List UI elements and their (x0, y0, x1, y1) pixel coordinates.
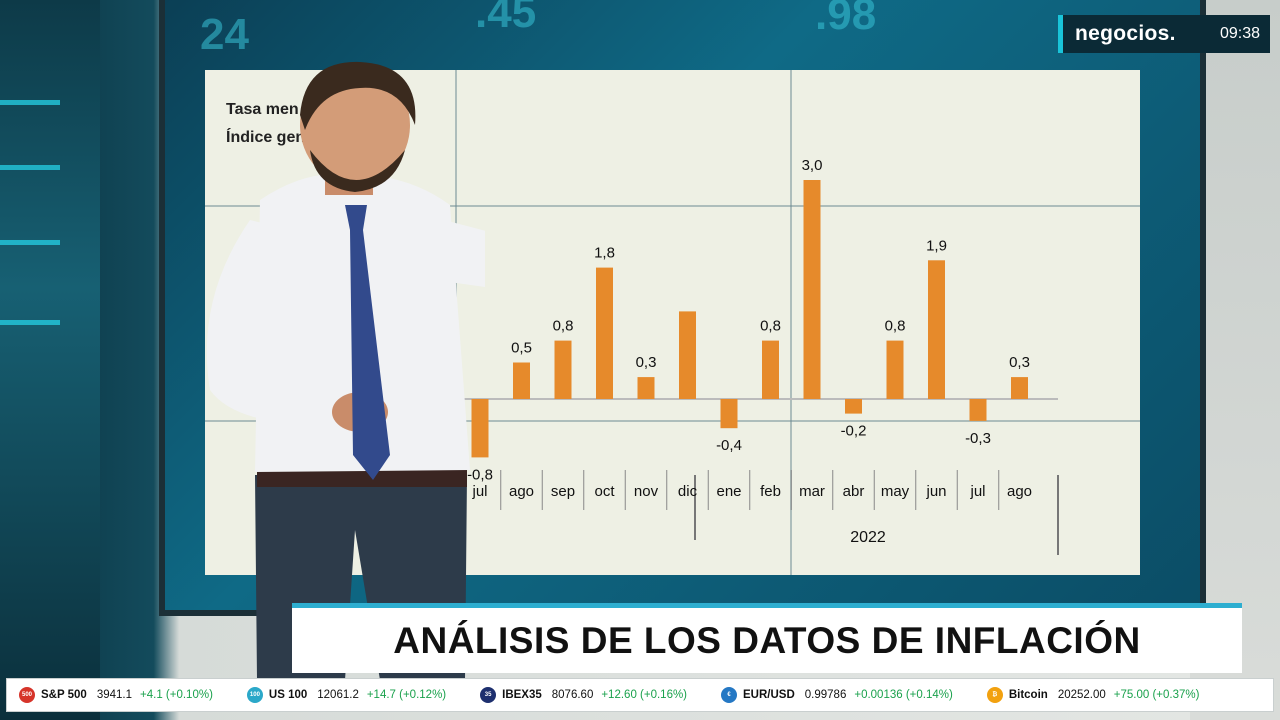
data-label: 1,8 (594, 245, 615, 262)
data-label: 3,0 (802, 157, 823, 174)
data-label: 0,5 (511, 340, 532, 357)
bar-ene (720, 399, 738, 429)
year-label: 2022 (850, 529, 886, 546)
category-label: sep (551, 483, 575, 500)
ticker-name: US 100 (268, 689, 308, 701)
channel-logo-bar: negocios. 09:38 (1058, 15, 1270, 53)
bar-ago (1011, 377, 1028, 399)
ticker-name: EUR/USD (743, 689, 795, 701)
clock: 09:38 (1219, 25, 1260, 42)
headline: ANÁLISIS DE LOS DATOS DE INFLACIÓN (393, 619, 1141, 661)
category-label: ago (509, 483, 534, 500)
data-label: 0,3 (636, 354, 657, 371)
data-label: 0,8 (760, 318, 781, 335)
data-label: -0,8 (467, 466, 493, 483)
ticker-item: 500 S&P 500 3941.1 +4.1 (+0.10%) (19, 687, 213, 703)
data-label: 0,8 (553, 318, 574, 335)
ticker-name: Bitcoin (1008, 689, 1048, 701)
bar-sep (554, 340, 572, 399)
chart-subtitle-line1: Tasa men (226, 101, 299, 118)
ticker-value: 12061.2 (317, 689, 359, 701)
background-decoration: 24 (200, 10, 249, 59)
bar-dic (679, 311, 696, 399)
category-label: oct (594, 483, 615, 500)
channel-logo: negocios. (1075, 22, 1176, 45)
ticker-change: +75.00 (+0.37%) (1113, 689, 1200, 701)
ticker-value: 0.99786 (804, 689, 847, 701)
ibex-icon: 35 (480, 687, 497, 703)
ticker-item: € EUR/USD 0.99786 +0.00136 (+0.14%) (721, 687, 953, 703)
category-label: mar (799, 483, 825, 500)
ticker-change: +14.7 (+0.12%) (366, 689, 447, 701)
data-label: 0,3 (1009, 354, 1030, 371)
chart-subtitle-line2: Índice gene (226, 129, 315, 146)
bar-feb (762, 340, 779, 399)
category-label: feb (760, 483, 781, 500)
ticker-value: 3941.1 (96, 689, 133, 701)
ticker-name: IBEX35 (502, 689, 542, 701)
studio-right-wall (1190, 0, 1280, 720)
ticker-value: 8076.60 (551, 689, 594, 701)
category-label: nov (634, 483, 659, 500)
bar-jul (471, 399, 489, 458)
bar-may (886, 340, 904, 399)
euro-icon: € (721, 687, 738, 703)
category-label: dic (678, 483, 698, 500)
ticker-change: +12.60 (+0.16%) (601, 689, 688, 701)
background-decoration: .45 (475, 0, 537, 37)
ticker-item: 35 IBEX35 8076.60 +12.60 (+0.16%) (480, 687, 687, 703)
data-label: -0,4 (716, 437, 742, 454)
category-label: jul (471, 483, 487, 500)
data-label: 1,9 (926, 237, 947, 254)
data-label: -0,2 (841, 423, 867, 440)
bar-abr (845, 399, 862, 414)
market-ticker: 500 S&P 500 3941.1 +4.1 (+0.10%) 100 US … (6, 678, 1274, 712)
sp500-icon: 500 (19, 687, 35, 703)
background-decoration: .98 (815, 0, 877, 39)
ticker-value: 20252.00 (1057, 689, 1106, 701)
bar-jun (928, 260, 945, 399)
bar-ago (513, 362, 530, 399)
data-label: -0,3 (965, 430, 991, 447)
category-label: abr (843, 483, 865, 500)
bitcoin-icon: ₿ (986, 687, 1003, 703)
headline-bar: ANÁLISIS DE LOS DATOS DE INFLACIÓN (292, 603, 1242, 673)
category-label: may (881, 483, 910, 500)
presenter-figure (206, 61, 485, 680)
ticker-change: +0.00136 (+0.14%) (854, 689, 953, 701)
bar-mar (803, 180, 821, 399)
ticker-name: S&P 500 (41, 689, 87, 701)
ticker-item: ₿ Bitcoin 20252.00 +75.00 (+0.37%) (986, 687, 1200, 703)
studio-left-wall (0, 0, 100, 720)
bar-jul (969, 399, 987, 421)
ticker-change: +4.1 (+0.10%) (140, 689, 213, 701)
category-label: jul (969, 483, 985, 500)
category-label: ene (716, 483, 741, 500)
category-label: jun (925, 483, 946, 500)
category-label: ago (1007, 483, 1032, 500)
us100-icon: 100 (246, 687, 263, 703)
bar-nov (637, 377, 655, 399)
data-label: 0,8 (885, 318, 906, 335)
bar-oct (596, 267, 613, 399)
ticker-item: 100 US 100 12061.2 +14.7 (+0.12%) (246, 687, 447, 703)
